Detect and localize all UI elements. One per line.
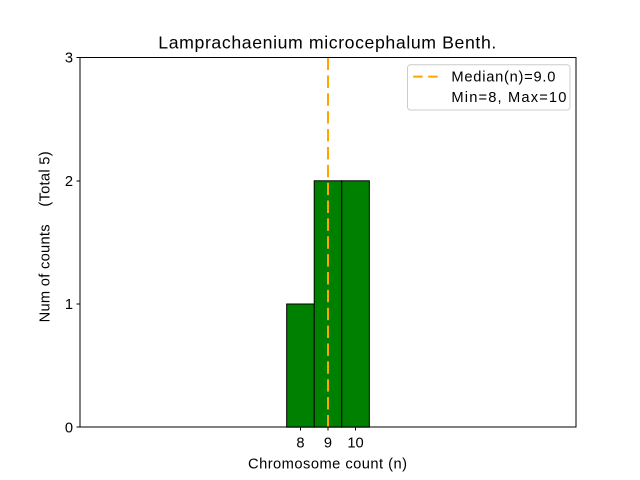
svg-text:10: 10 <box>347 435 363 451</box>
svg-text:2: 2 <box>65 174 73 190</box>
svg-text:3: 3 <box>65 51 73 67</box>
svg-text:Num of counts (Total 5): Num of counts (Total 5) <box>38 151 54 322</box>
svg-text:Min=8, Max=10: Min=8, Max=10 <box>451 90 566 106</box>
svg-text:9: 9 <box>324 435 332 451</box>
svg-text:Lamprachaenium microcephalum B: Lamprachaenium microcephalum Benth. <box>158 32 496 52</box>
svg-text:1: 1 <box>65 297 73 313</box>
svg-text:Chromosome count (n): Chromosome count (n) <box>248 456 407 472</box>
svg-text:8: 8 <box>296 435 304 451</box>
svg-text:Median(n)=9.0: Median(n)=9.0 <box>451 69 555 85</box>
svg-text:0: 0 <box>65 420 73 436</box>
